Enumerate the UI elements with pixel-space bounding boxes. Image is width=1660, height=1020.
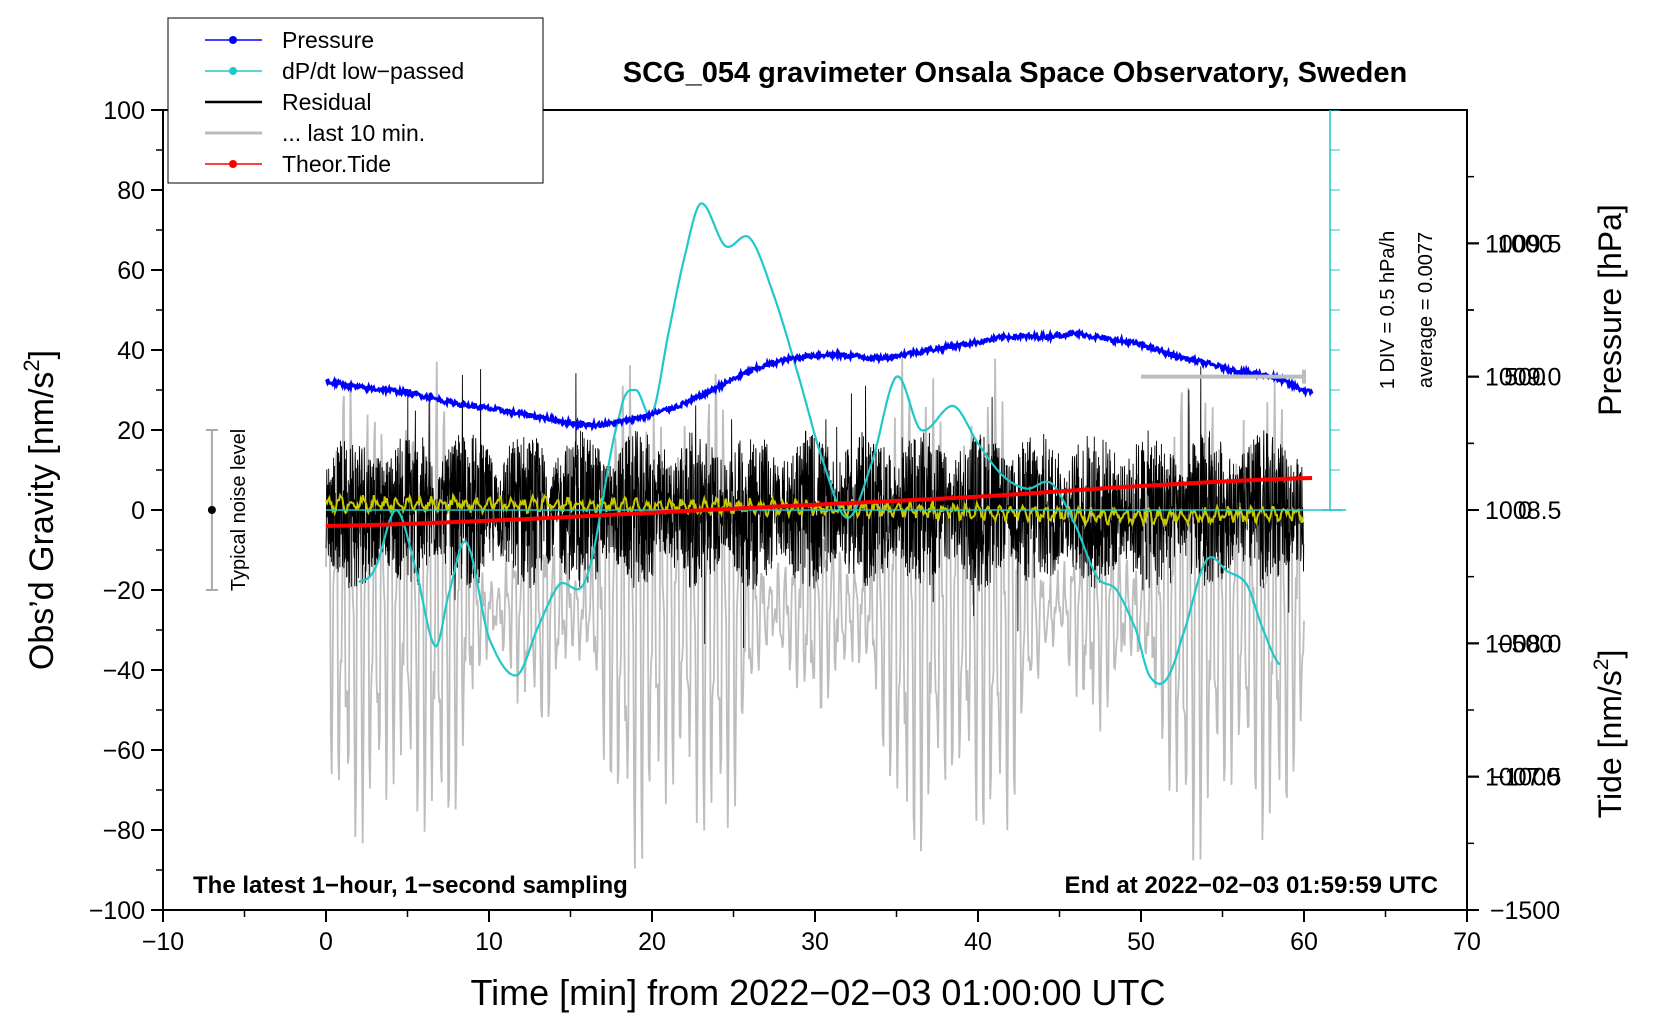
x-tick-label: 60 [1290, 928, 1318, 956]
y-axis-label-left: Obs’d Gravity [nm/s2] [19, 350, 61, 670]
tide-axis-label: Tide [nm/s2] [1590, 650, 1628, 819]
bottom-left-note: The latest 1−hour, 1−second sampling [193, 872, 628, 899]
legend-label: dP/dt low−passed [282, 58, 464, 84]
y-tick-label: 60 [117, 257, 145, 285]
legend-label: Residual [282, 89, 372, 115]
y-axis-label-sup: 2 [19, 359, 44, 371]
y-axis-label-text: Obs’d Gravity [nm/s [23, 372, 61, 671]
y-tick-label: −100 [89, 897, 145, 925]
tide-tick-label: 500 [1504, 364, 1546, 392]
x-tick-label: 70 [1453, 928, 1481, 956]
tide-tick-label: 0 [1518, 497, 1532, 525]
x-tick-label: 0 [319, 928, 333, 956]
y-tick-label: 20 [117, 417, 145, 445]
y-tick-label: −40 [103, 657, 145, 685]
div-label: 1 DIV = 0.5 hPa/h [1377, 231, 1399, 389]
gravimeter-chart: SCG_054 gravimeter Onsala Space Observat… [0, 0, 1660, 1020]
plot-area [206, 110, 1346, 869]
y-axis-ticks: 100 80 60 40 20 0 −20 −40 −60 −80 −100 [89, 97, 163, 925]
x-tick-label: 10 [475, 928, 503, 956]
average-label: average = 0.0077 [1415, 232, 1437, 388]
x-tick-label: 40 [964, 928, 992, 956]
y-axis-label-close: ] [23, 350, 61, 359]
x-tick-label: 30 [801, 928, 829, 956]
legend: Pressure dP/dt low−passed Residual ... last… [168, 18, 543, 183]
chart-title: SCG_054 gravimeter Onsala Space Observat… [623, 57, 1407, 89]
y-tick-label: −60 [103, 737, 145, 765]
tide-tick-label: −1500 [1490, 897, 1560, 925]
legend-label: Pressure [282, 27, 374, 53]
y-tick-label: 100 [103, 97, 145, 125]
y-tick-label: −20 [103, 577, 145, 605]
pressure-line [326, 332, 1312, 427]
tide-tick-label: 1000 [1497, 230, 1553, 258]
legend-marker [229, 36, 237, 44]
y-tick-label: 0 [131, 497, 145, 525]
tide-axis-ticks: 1000 500 0 −500 −1000 −1500 [1467, 230, 1560, 925]
tide-tick-label: −1000 [1490, 764, 1560, 792]
pressure-series [326, 332, 1312, 427]
y-tick-label: 80 [117, 177, 145, 205]
legend-label: Theor.Tide [282, 151, 391, 177]
x-tick-label: 50 [1127, 928, 1155, 956]
pressure-axis-label: Pressure [hPa] [1592, 204, 1628, 416]
noise-level-dot [208, 506, 216, 514]
tide-axis-label-text: Tide [nm/s [1592, 670, 1628, 818]
x-tick-label: 20 [638, 928, 666, 956]
x-axis-ticks: −10 0 10 20 30 40 50 60 70 [142, 910, 1481, 956]
legend-marker [229, 67, 237, 75]
x-tick-label: −10 [142, 928, 184, 956]
y-tick-label: 40 [117, 337, 145, 365]
bottom-right-note: End at 2022−02−03 01:59:59 UTC [1064, 872, 1438, 899]
tide-axis-label-sup: 2 [1590, 659, 1613, 671]
legend-marker [229, 160, 237, 168]
tide-axis-label-close: ] [1592, 650, 1628, 659]
y-tick-label: −80 [103, 817, 145, 845]
x-axis-label: Time [min] from 2022−02−03 01:00:00 UTC [470, 972, 1165, 1013]
legend-label: ... last 10 min. [282, 120, 425, 146]
tide-tick-label: −500 [1497, 630, 1553, 658]
noise-level-label: Typical noise level [228, 429, 250, 591]
